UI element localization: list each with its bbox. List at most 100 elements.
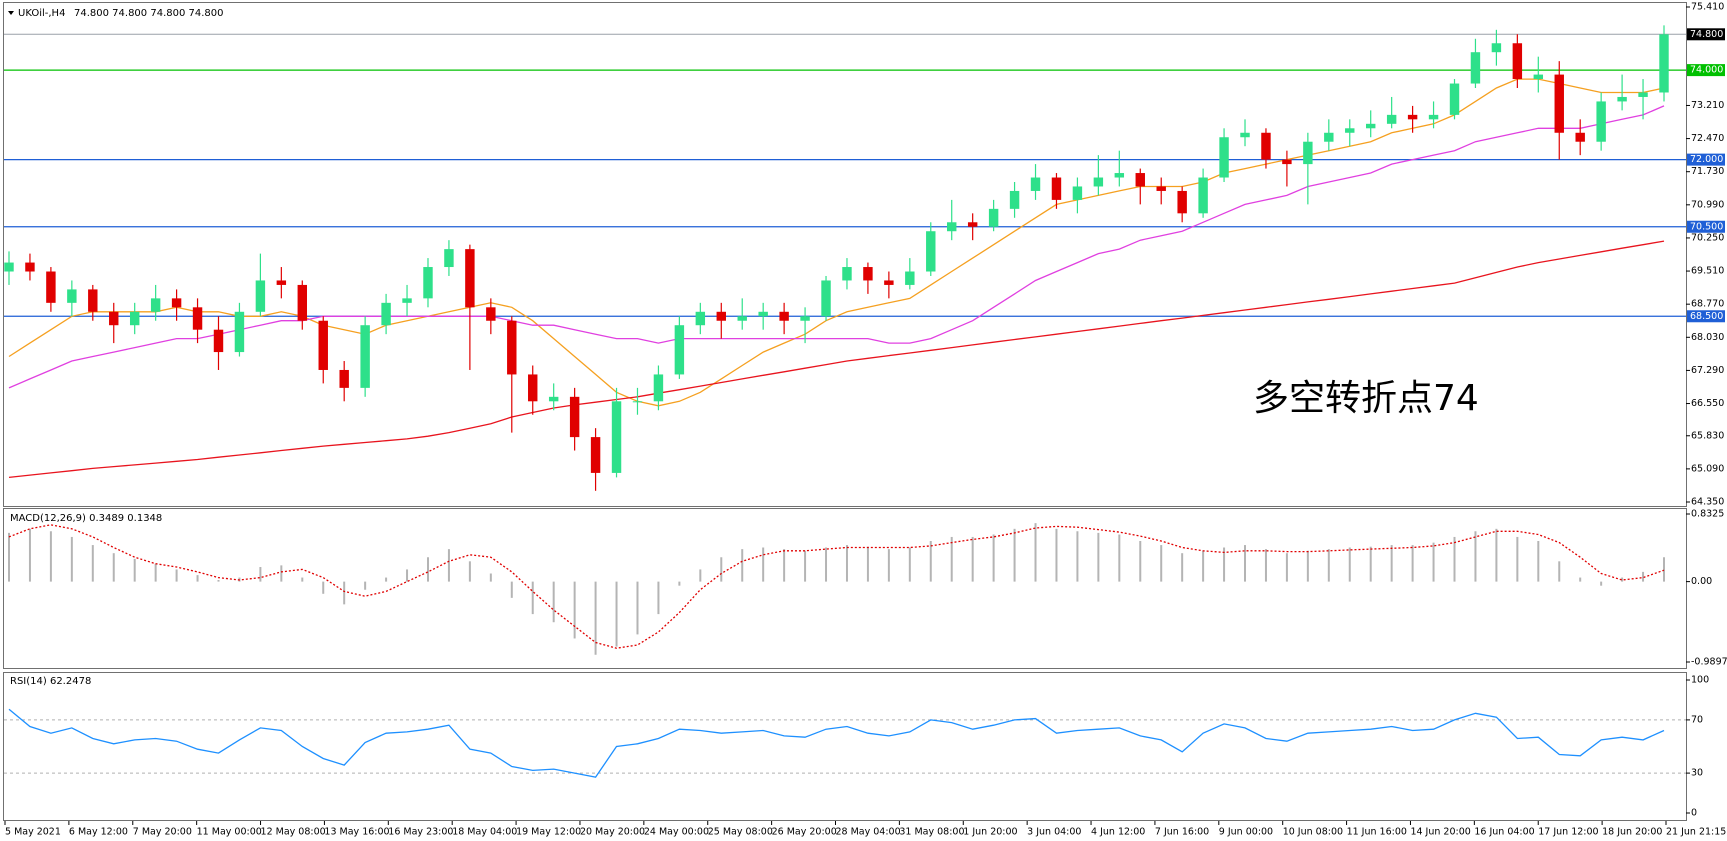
candle-body — [653, 374, 664, 402]
x-tick-label: 18 May 04:00 — [452, 827, 517, 838]
candle-body — [234, 311, 245, 353]
candle-body — [360, 325, 370, 388]
y-tick-label: 0 — [1691, 808, 1697, 819]
candle-body — [716, 311, 726, 321]
candle-body — [318, 320, 328, 370]
candle-body — [528, 374, 538, 402]
candle-body — [863, 267, 873, 281]
y-tick-label: 0.8325 — [1691, 509, 1724, 520]
macd-panel — [3, 508, 1687, 669]
level-label-box — [1687, 310, 1725, 323]
candle-body — [507, 320, 517, 375]
price-label: 74.800 — [1690, 29, 1723, 40]
level-label: 68.500 — [1690, 311, 1723, 322]
candle-body — [88, 289, 98, 312]
y-tick-label: -0.9897 — [1691, 657, 1727, 668]
candle-body — [1491, 43, 1502, 53]
candle-body — [1282, 159, 1292, 165]
symbol-title: UKOil-,H4 — [18, 8, 65, 19]
x-tick-label: 21 Jun 21:15 — [1666, 827, 1726, 838]
candle-body — [192, 307, 203, 330]
x-tick-label: 9 Jun 00:00 — [1219, 827, 1273, 838]
candle-body — [255, 280, 266, 312]
candle-body — [25, 262, 35, 272]
level-label: 72.000 — [1690, 154, 1723, 165]
candle-body — [1198, 177, 1208, 214]
x-tick-label: 14 Jun 20:00 — [1410, 827, 1470, 838]
y-tick-label: 70 — [1691, 714, 1703, 725]
candle-body — [695, 311, 706, 326]
moving-average — [8, 240, 1665, 479]
level-label: 70.500 — [1690, 221, 1723, 232]
x-tick-label: 25 May 08:00 — [708, 827, 773, 838]
level-label-box — [1687, 153, 1725, 166]
candle-body — [109, 311, 119, 326]
x-tick-label: 12 May 08:00 — [261, 827, 326, 838]
x-tick-label: 11 Jun 16:00 — [1347, 827, 1407, 838]
quote-text: 74.800 74.800 74.800 74.800 — [74, 8, 224, 19]
signal-line — [8, 524, 1665, 649]
macd-title: MACD(12,26,9) 0.3489 0.1348 — [10, 513, 162, 524]
x-tick-label: 17 Jun 12:00 — [1538, 827, 1598, 838]
y-tick-label: 64.350 — [1691, 497, 1724, 508]
annotation: 多空转折点74 — [1253, 378, 1479, 419]
candle-body — [1030, 177, 1041, 191]
x-tick-label: 4 Jun 12:00 — [1091, 827, 1145, 838]
candle-body — [1177, 190, 1187, 214]
candle-body — [1617, 96, 1627, 102]
candle-body — [1533, 74, 1544, 80]
candle-body — [381, 302, 391, 326]
candle-body — [758, 311, 768, 317]
y-tick-label: 66.550 — [1691, 398, 1724, 409]
candle-body — [842, 267, 852, 281]
candle-body — [1470, 52, 1481, 84]
x-tick-label: 20 May 20:00 — [580, 827, 645, 838]
candle-body — [1365, 123, 1376, 129]
candle-body — [1324, 132, 1334, 142]
x-tick-label: 19 May 12:00 — [516, 827, 581, 838]
candle-body — [339, 369, 349, 388]
candle-body — [1240, 132, 1250, 138]
x-tick-label: 11 May 00:00 — [197, 827, 262, 838]
candle-body — [1345, 128, 1355, 133]
candle-body — [4, 262, 14, 272]
rsi-line — [8, 708, 1665, 778]
x-tick-label: 10 Jun 08:00 — [1283, 827, 1343, 838]
rsi-panel — [3, 672, 1687, 821]
candle-body — [1009, 190, 1020, 209]
y-tick-label: 68.030 — [1691, 332, 1724, 343]
candle-body — [1072, 186, 1083, 200]
x-tick-label: 26 May 20:00 — [772, 827, 837, 838]
candle-body — [947, 222, 957, 232]
candle-body — [1554, 74, 1564, 133]
y-tick-label: 67.290 — [1691, 365, 1724, 376]
y-tick-label: 65.830 — [1691, 430, 1724, 441]
candle-body — [737, 316, 747, 321]
candle-body — [905, 271, 915, 285]
candle-body — [213, 329, 224, 353]
candle-body — [402, 298, 412, 303]
x-tick-label: 13 May 16:00 — [324, 827, 389, 838]
candle-body — [926, 231, 936, 272]
candle-body — [1156, 186, 1166, 191]
y-tick-label: 30 — [1691, 768, 1703, 779]
candle-body — [590, 437, 601, 473]
x-tick-label: 18 Jun 20:00 — [1602, 827, 1662, 838]
x-tick-label: 5 May 2021 — [5, 827, 61, 838]
candle-body — [569, 396, 580, 438]
x-tick-label: 24 May 00:00 — [644, 827, 709, 838]
collapse-arrow[interactable] — [8, 11, 14, 15]
candle-body — [611, 401, 622, 473]
candle-body — [884, 280, 894, 285]
moving-average — [8, 105, 1665, 389]
candle-body — [150, 298, 161, 312]
candle-body — [967, 222, 978, 227]
candle-body — [779, 311, 789, 321]
x-tick-label: 3 Jun 04:00 — [1027, 827, 1081, 838]
candle-body — [1449, 83, 1460, 115]
level-label-box — [1687, 64, 1725, 77]
x-tick-label: 1 Jun 20:00 — [963, 827, 1017, 838]
